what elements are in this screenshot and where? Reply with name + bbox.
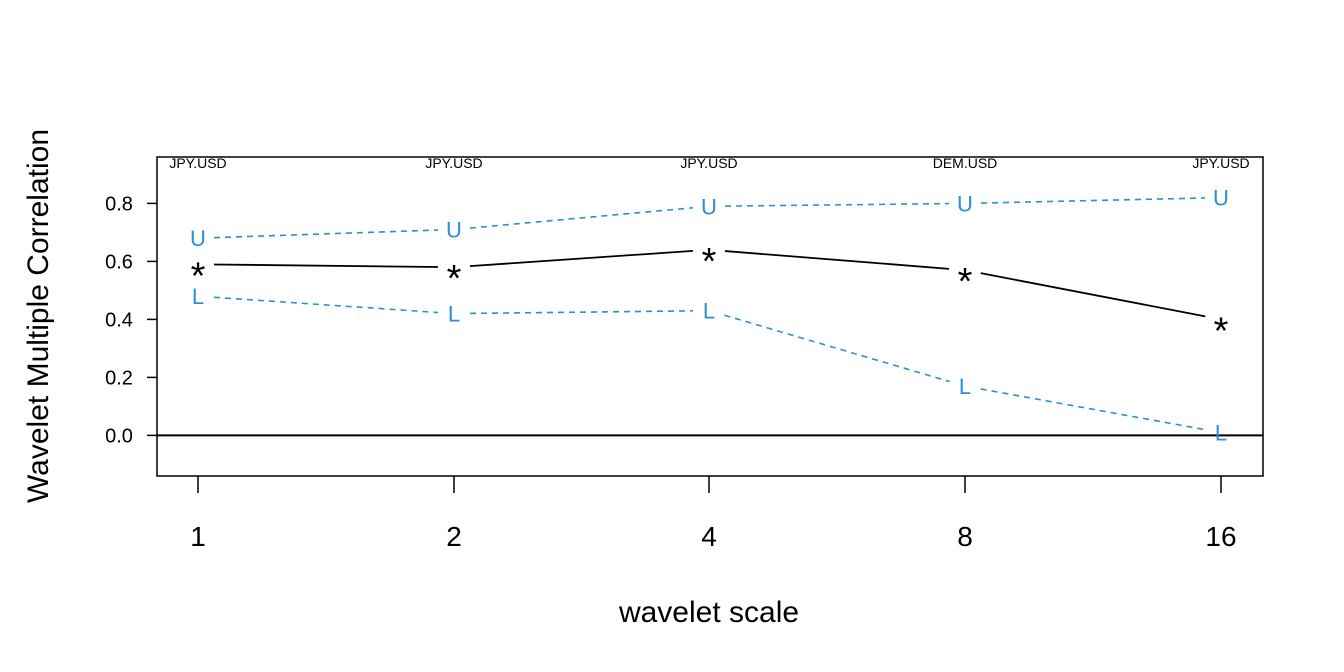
x-tick-label: 16: [1205, 521, 1236, 552]
upper-bound-point: U: [1213, 186, 1229, 211]
y-tick-label: 0.4: [105, 309, 133, 331]
y-tick-label: 0.2: [105, 367, 133, 389]
plot-border: [156, 156, 1264, 477]
estimate-point: *: [1214, 310, 1229, 352]
lower-bound-point: L: [448, 302, 460, 327]
estimate-point: *: [191, 255, 206, 297]
lower-series-segment: [469, 310, 694, 315]
estimate-series-segment: [724, 250, 950, 270]
top-variable-label: DEM.USD: [933, 155, 998, 171]
top-variable-label: JPY.USD: [680, 155, 737, 171]
estimate-series-segment: [213, 263, 439, 268]
upper-series-segment: [980, 197, 1206, 204]
upper-series-segment: [469, 206, 694, 229]
x-tick-label: 4: [701, 521, 717, 552]
upper-bound-point: U: [701, 194, 717, 219]
upper-series-segment: [213, 229, 439, 239]
x-tick-label: 1: [190, 521, 206, 552]
lower-bound-point: L: [192, 284, 204, 309]
top-variable-label: JPY.USD: [1192, 155, 1249, 171]
x-tick-label: 2: [446, 521, 462, 552]
lower-bound-point: L: [703, 299, 715, 324]
y-tick-label: 0.6: [105, 251, 133, 273]
estimate-series-segment: [980, 272, 1206, 318]
top-variable-label: JPY.USD: [169, 155, 226, 171]
upper-bound-point: U: [190, 226, 206, 251]
plot-area: 0.0 0.2 0.4 0.6 0.8 1 2 4 8 16 JPY.USD JPY.USD JPY.U…: [105, 155, 1264, 552]
y-axis-title: Wavelet Multiple Correlation: [22, 129, 55, 503]
estimate-point: *: [958, 261, 973, 303]
lower-series-segment: [213, 296, 439, 314]
estimate-point: *: [702, 241, 717, 283]
x-axis-title: wavelet scale: [618, 596, 799, 629]
estimate-point: *: [447, 258, 462, 300]
lower-bound-point: L: [959, 374, 971, 399]
lower-series-segment: [724, 314, 950, 383]
upper-bound-point: U: [957, 191, 973, 216]
lower-bound-point: L: [1215, 421, 1227, 446]
estimate-series-segment: [469, 249, 694, 268]
upper-series-segment: [724, 202, 950, 207]
x-tick-label: 8: [957, 521, 973, 552]
upper-bound-point: U: [446, 218, 462, 243]
y-tick-label: 0.8: [105, 193, 133, 215]
top-variable-label: JPY.USD: [425, 155, 482, 171]
y-tick-label: 0.0: [105, 425, 133, 447]
lower-series-segment: [980, 388, 1206, 431]
